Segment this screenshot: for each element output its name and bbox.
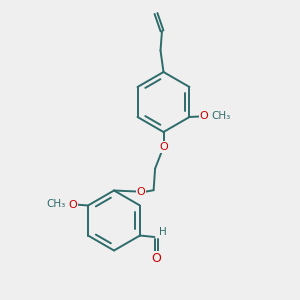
Text: O: O [69,200,77,210]
Text: CH₃: CH₃ [46,199,65,209]
Text: O: O [159,142,168,152]
Text: O: O [200,111,208,122]
Text: CH₃: CH₃ [211,111,230,121]
Text: H: H [159,226,167,237]
Text: O: O [152,252,161,265]
Text: O: O [136,187,146,197]
